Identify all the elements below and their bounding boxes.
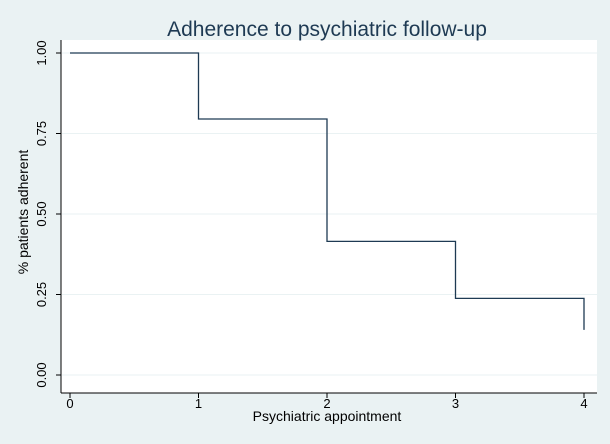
- x-tick-label: 4: [580, 396, 587, 411]
- x-tick-label: 0: [66, 396, 73, 411]
- x-tick-label: 3: [452, 396, 459, 411]
- series-step-line: [70, 52, 585, 330]
- y-tick-label: 0.00: [34, 362, 49, 387]
- y-tick-label: 0.50: [34, 201, 49, 226]
- y-axis-label: % patients adherent: [15, 150, 31, 275]
- plot-area: [61, 40, 597, 393]
- y-ticks: 0.00 0.25 0.50 0.75 1.00: [34, 40, 61, 388]
- gridlines: [62, 52, 597, 376]
- y-tick-label: 0.25: [34, 282, 49, 307]
- chart-title: Adherence to psychiatric follow-up: [167, 18, 487, 41]
- y-tick-label: 1.00: [34, 40, 49, 65]
- x-axis-label: Psychiatric appointment: [253, 408, 402, 424]
- x-ticks: 0 1 2 3 4: [66, 393, 588, 411]
- y-tick-label: 0.75: [34, 121, 49, 146]
- x-tick-label: 2: [323, 396, 330, 411]
- x-tick-label: 1: [195, 396, 202, 411]
